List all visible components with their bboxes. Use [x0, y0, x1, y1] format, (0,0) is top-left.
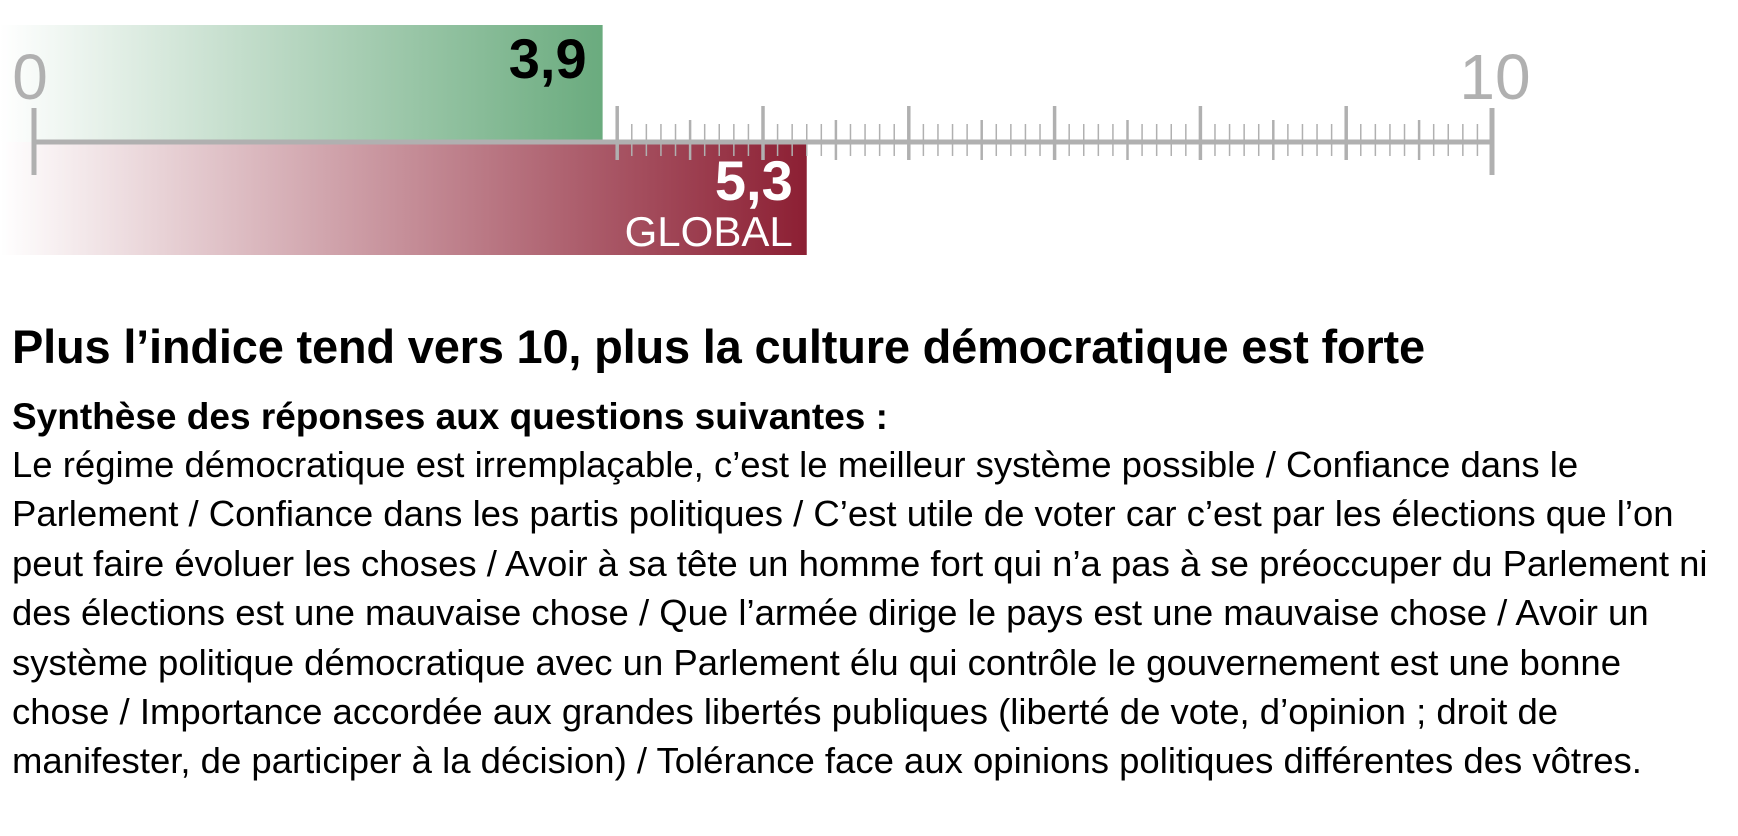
value-label-global: 5,3: [715, 149, 793, 212]
headline: Plus l’indice tend vers 10, plus la cult…: [12, 320, 1425, 373]
tick-label-min: 0: [12, 41, 48, 113]
value-label-top: 3,9: [509, 27, 587, 90]
bar-top: [0, 25, 603, 142]
question-list: Le régime démocratique est irremplaçable…: [12, 444, 1708, 782]
series-label-global: GLOBAL: [625, 208, 793, 255]
tick-label-max: 10: [1459, 41, 1530, 113]
bar-global: [0, 142, 807, 255]
subhead: Synthèse des réponses aux questions suiv…: [12, 396, 888, 437]
